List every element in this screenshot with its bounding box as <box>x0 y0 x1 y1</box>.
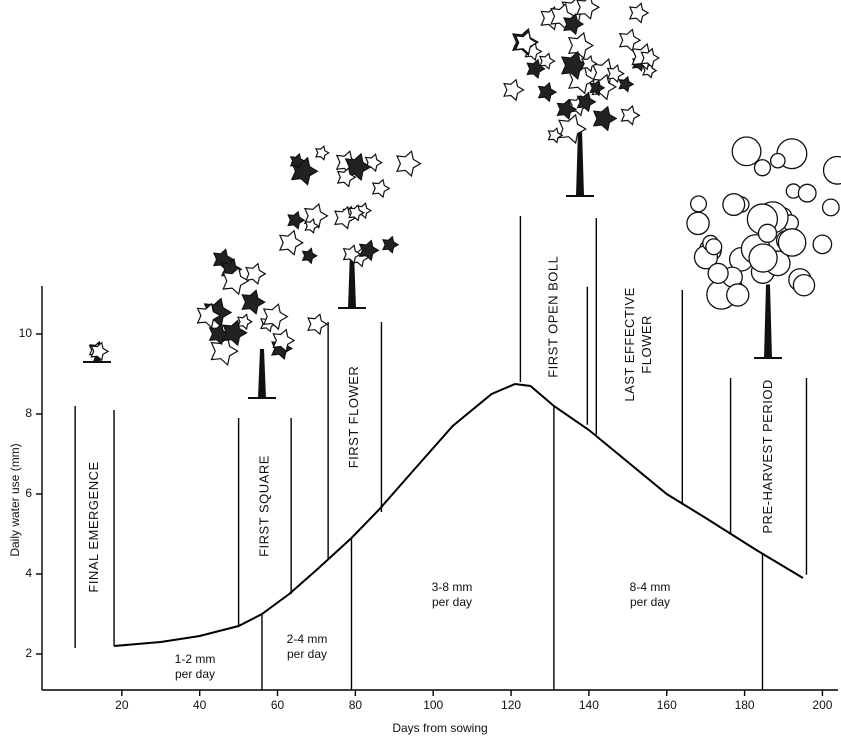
cotton-boll <box>687 212 709 234</box>
leaf <box>383 237 398 253</box>
x-tick-label: 20 <box>115 698 129 712</box>
cotton-boll <box>749 244 777 272</box>
leaf <box>619 77 633 92</box>
leaf <box>504 80 523 100</box>
rate-label: per day <box>175 667 215 681</box>
stage-label: FIRST OPEN BOLL <box>545 256 560 378</box>
cotton-boll <box>824 157 841 185</box>
x-tick-label: 180 <box>735 698 755 712</box>
cotton-boll <box>813 235 831 253</box>
leaf <box>242 290 264 314</box>
leaf <box>540 54 555 69</box>
leaf <box>288 212 304 229</box>
leaf <box>308 314 327 334</box>
x-tick-label: 140 <box>579 698 599 712</box>
x-tick-label: 80 <box>349 698 363 712</box>
stage-label: LAST EFFECTIVE <box>622 287 637 401</box>
y-tick-label: 8 <box>25 406 32 420</box>
cotton-boll <box>798 184 816 202</box>
stage-label: FLOWER <box>639 315 654 374</box>
cotton-boll <box>823 199 840 216</box>
chart: Days from sowing Daily water use (mm) 2 4… <box>0 0 841 738</box>
rate-label: 8-4 mm <box>630 580 671 594</box>
cotton-boll <box>793 275 814 296</box>
stage-label: FIRST SQUARE <box>256 455 271 557</box>
stage-label: FINAL EMERGENCE <box>86 461 101 592</box>
leaf <box>549 128 563 142</box>
leaf <box>569 33 593 58</box>
plant-trunk <box>576 130 584 197</box>
cotton-boll <box>691 196 707 212</box>
cotton-boll <box>732 137 761 166</box>
page: {"chart_data": { "type": "line", "x_labe… <box>0 0 841 738</box>
leaf <box>622 106 640 125</box>
y-axis-label: Daily water use (mm) <box>8 443 22 556</box>
y-tick-label: 6 <box>25 486 32 500</box>
x-tick-label: 40 <box>193 698 207 712</box>
y-tick-label: 2 <box>25 646 32 660</box>
plant-trunk <box>258 349 266 398</box>
leaf <box>280 231 303 255</box>
x-tick-label: 200 <box>812 698 832 712</box>
leaf <box>238 314 252 329</box>
rate-label: per day <box>287 647 327 661</box>
y-tick-label: 10 <box>19 326 33 340</box>
cotton-boll <box>754 160 770 176</box>
leaf <box>303 249 317 264</box>
cotton-boll <box>758 224 776 242</box>
stage-label: PRE-HARVEST PERIOD <box>760 379 775 533</box>
plant-trunk <box>764 285 772 359</box>
rate-label: per day <box>432 595 472 609</box>
x-tick-label: 120 <box>501 698 521 712</box>
stage-label: FIRST FLOWER <box>346 366 361 469</box>
rate-label: per day <box>630 595 670 609</box>
cotton-boll <box>727 284 749 306</box>
leaf <box>373 180 390 197</box>
cotton-boll <box>778 229 805 256</box>
cotton-boll <box>708 263 728 283</box>
leaf <box>594 107 616 131</box>
leaf <box>316 146 329 159</box>
y-tick-label: 4 <box>25 566 32 580</box>
rate-label: 1-2 mm <box>175 652 216 666</box>
leaf <box>630 3 648 22</box>
leaf <box>620 30 640 51</box>
leaf <box>539 83 556 101</box>
x-axis-label: Days from sowing <box>392 721 487 735</box>
x-tick-label: 160 <box>657 698 677 712</box>
leaf <box>397 151 421 176</box>
plant-illustrations <box>83 0 841 398</box>
x-tick-label: 100 <box>423 698 443 712</box>
cotton-boll <box>771 154 785 168</box>
rate-label: 3-8 mm <box>432 580 473 594</box>
cotton-boll <box>723 194 745 216</box>
cotton-boll <box>706 239 722 255</box>
x-tick-label: 60 <box>271 698 285 712</box>
rate-label: 2-4 mm <box>287 632 328 646</box>
